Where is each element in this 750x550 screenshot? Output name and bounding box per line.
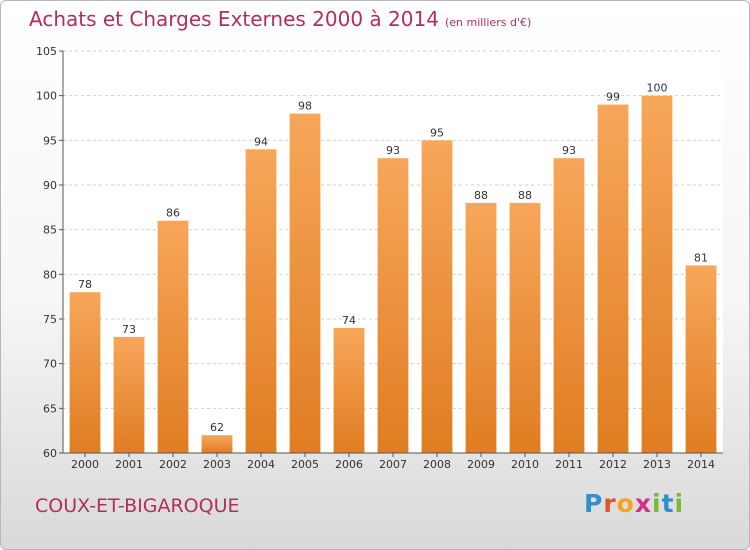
y-tick-label: 90	[43, 179, 57, 192]
data-label-2013: 100	[647, 82, 668, 95]
bar-2009	[465, 202, 497, 453]
bar-2010	[509, 202, 541, 453]
data-label-2006: 74	[342, 314, 356, 327]
axes: 60 65 70 75 80 85 90 95 100 105 2000 2001 2002 2003 20…	[36, 45, 723, 471]
data-label-2014: 81	[694, 251, 708, 264]
bar-2006	[333, 327, 365, 453]
y-tick-label: 65	[43, 402, 57, 415]
bars: 78 73 86 62 94 98 74 93 95 88 88 93 99 100 81	[69, 82, 717, 454]
data-label-2005: 98	[298, 100, 312, 113]
commune-name: COUX-ET-BIGAROQUE	[35, 495, 240, 517]
bar-2008	[421, 140, 453, 454]
x-tick-label-2011: 2011	[555, 458, 583, 471]
x-tick-label-2014: 2014	[687, 458, 715, 471]
bar-2001	[113, 336, 145, 453]
y-tick-label: 85	[43, 224, 57, 237]
data-label-2011: 93	[562, 144, 576, 157]
data-label-2009: 88	[474, 189, 488, 202]
x-tick-label-2005: 2005	[291, 458, 319, 471]
bar-2003	[201, 435, 233, 453]
data-label-2010: 88	[518, 189, 532, 202]
x-tick-label-2010: 2010	[511, 458, 539, 471]
chart-title: Achats et Charges Externes 2000 à 2014 (e…	[29, 7, 531, 31]
y-tick-label: 60	[43, 447, 57, 460]
data-label-2001: 73	[122, 323, 136, 336]
x-tick-label-2009: 2009	[467, 458, 495, 471]
bar-2012	[597, 104, 629, 453]
x-tick-label-2001: 2001	[115, 458, 143, 471]
data-label-2012: 99	[606, 91, 620, 104]
y-tick-label: 100	[36, 90, 57, 103]
y-tick-label: 70	[43, 358, 57, 371]
x-tick-label-2003: 2003	[203, 458, 231, 471]
bar-2005	[289, 113, 321, 454]
data-label-2000: 78	[78, 278, 92, 291]
bar-2013	[641, 95, 673, 454]
proxiti-logo: Proxiti	[584, 489, 685, 518]
data-label-2007: 93	[386, 144, 400, 157]
x-tick-label-2002: 2002	[159, 458, 187, 471]
x-tick-label-2006: 2006	[335, 458, 363, 471]
title-unit: (en milliers d'€)	[444, 16, 532, 29]
bar-2014	[685, 265, 717, 453]
y-tick-label: 95	[43, 134, 57, 147]
x-tick-label-2013: 2013	[643, 458, 671, 471]
x-tick-label-2007: 2007	[379, 458, 407, 471]
data-label-2003: 62	[210, 421, 224, 434]
bar-2002	[157, 220, 189, 453]
x-tick-label-2012: 2012	[599, 458, 627, 471]
x-tick-label-2004: 2004	[247, 458, 275, 471]
x-tick-label-2000: 2000	[71, 458, 99, 471]
data-label-2008: 95	[430, 126, 444, 139]
x-tick-label-2008: 2008	[423, 458, 451, 471]
bar-2000	[69, 292, 101, 453]
bar-2007	[377, 158, 409, 453]
data-label-2004: 94	[254, 135, 268, 148]
title-text: Achats et Charges Externes 2000 à 2014	[29, 7, 439, 31]
y-tick-label: 105	[36, 45, 57, 58]
bar-2011	[553, 158, 585, 453]
bar-2004	[245, 149, 277, 453]
data-label-2002: 86	[166, 207, 180, 220]
y-tick-label: 75	[43, 313, 57, 326]
y-tick-label: 80	[43, 268, 57, 281]
